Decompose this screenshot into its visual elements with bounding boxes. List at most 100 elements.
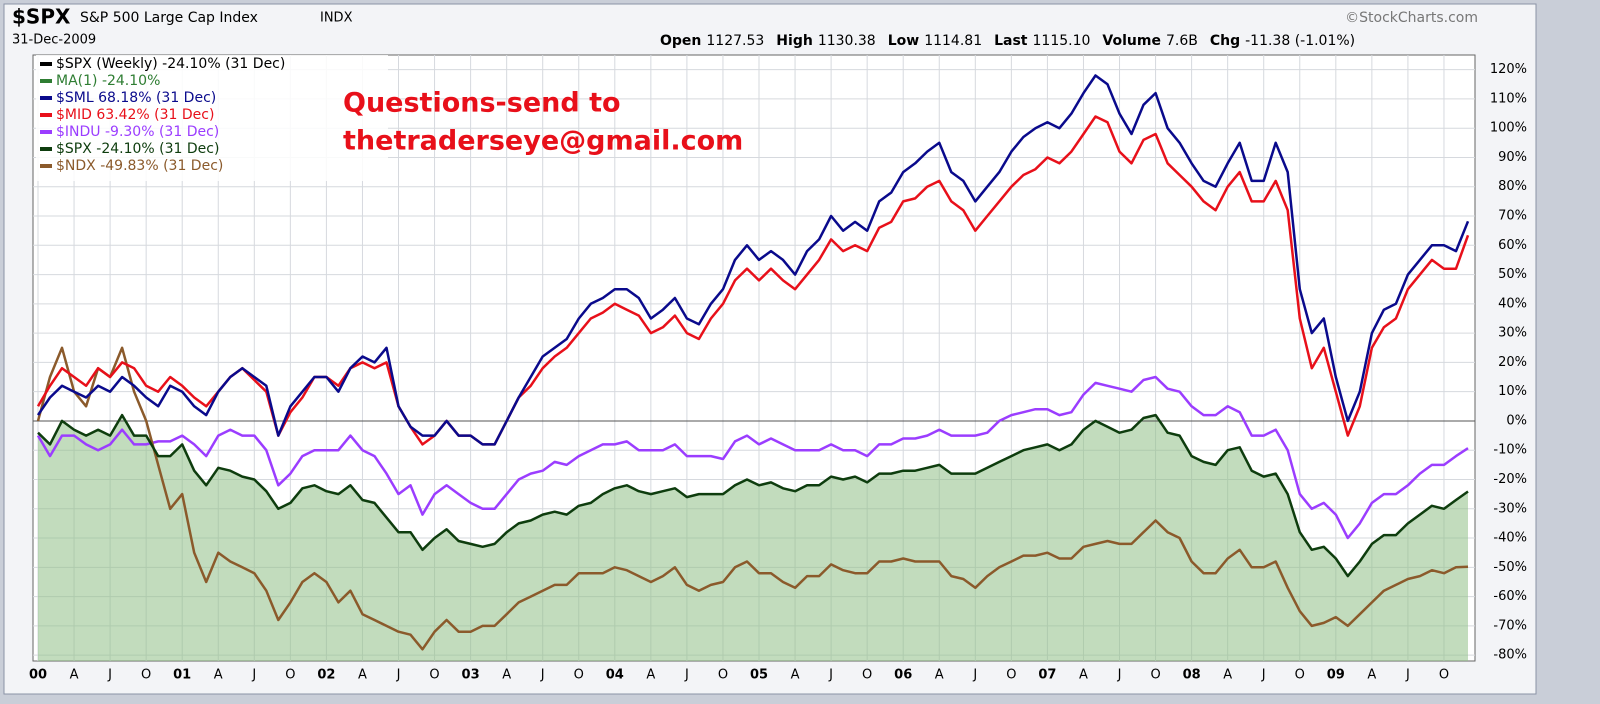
- x-tick-label: O: [1295, 668, 1305, 683]
- y-tick-label: -50%: [1493, 560, 1527, 575]
- y-tick-label: 90%: [1498, 150, 1527, 165]
- x-tick-label: 03: [462, 668, 480, 683]
- exchange: INDX: [320, 11, 353, 26]
- annotation: thetraderseye@gmail.com: [343, 126, 743, 157]
- legend-swatch: [40, 96, 52, 100]
- symbol: $SPX: [12, 5, 71, 29]
- x-tick-label: 04: [606, 668, 624, 683]
- date: 31-Dec-2009: [12, 33, 96, 48]
- area: [38, 415, 1468, 661]
- x-tick-label: O: [429, 668, 439, 683]
- series-line: [37, 413, 1469, 578]
- y-tick-label: 120%: [1490, 62, 1527, 77]
- x-tick-label: 05: [750, 668, 768, 683]
- x-tick-label: A: [502, 668, 511, 683]
- x-tick-label: 00: [29, 668, 47, 683]
- y-tick-label: 110%: [1490, 91, 1527, 106]
- quote-label: Chg: [1210, 33, 1240, 49]
- legend-label: $SPX -24.10% (31 Dec): [56, 141, 219, 157]
- legend-swatch: [40, 79, 52, 83]
- quote-label: Low: [888, 33, 920, 49]
- x-tick-label: O: [141, 668, 151, 683]
- x-tick-label: A: [1367, 668, 1376, 683]
- legend-label: $NDX -49.83% (31 Dec): [56, 158, 223, 174]
- legend-label: $SML 68.18% (31 Dec): [56, 90, 216, 106]
- quote-label: Last: [994, 33, 1028, 49]
- x-tick-label: O: [285, 668, 295, 683]
- y-tick-label: -40%: [1493, 531, 1527, 546]
- series-line: [36, 74, 1470, 446]
- x-tick-label: 08: [1183, 668, 1201, 683]
- x-tick-label: A: [70, 668, 79, 683]
- x-tick-label: A: [1079, 668, 1088, 683]
- quote-label: Volume: [1102, 33, 1161, 49]
- x-tick-label: J: [828, 668, 833, 683]
- x-tick-label: A: [646, 668, 655, 683]
- legend-swatch: [40, 147, 52, 151]
- x-tick-label: J: [684, 668, 689, 683]
- x-tick-label: O: [718, 668, 728, 683]
- x-tick-label: A: [214, 668, 223, 683]
- y-tick-label: 10%: [1498, 384, 1527, 399]
- y-tick-label: 60%: [1498, 238, 1527, 253]
- legend-label: $MID 63.42% (31 Dec): [56, 107, 214, 123]
- y-tick-label: -70%: [1493, 618, 1527, 633]
- legend-label: $SPX (Weekly) -24.10% (31 Dec): [56, 56, 285, 72]
- quote-value: -11.38 (-1.01%): [1245, 33, 1355, 49]
- quote-value: 1130.38: [818, 33, 876, 49]
- y-tick-label: -20%: [1493, 472, 1527, 487]
- quote-label: Open: [660, 33, 701, 49]
- x-tick-label: J: [251, 668, 256, 683]
- x-tick-label: A: [935, 668, 944, 683]
- x-tick-label: 01: [173, 668, 191, 683]
- x-tick-label: J: [1405, 668, 1410, 683]
- legend-swatch: [40, 113, 52, 117]
- x-tick-label: O: [1439, 668, 1449, 683]
- y-tick-label: -80%: [1493, 648, 1527, 663]
- legend-swatch: [40, 62, 52, 66]
- series-line: [36, 346, 1469, 651]
- x-tick-label: J: [107, 668, 112, 683]
- x-tick-label: J: [1117, 668, 1122, 683]
- x-tick-label: O: [862, 668, 872, 683]
- y-tick-label: 20%: [1498, 355, 1527, 370]
- y-tick-label: 40%: [1498, 296, 1527, 311]
- y-tick-label: -30%: [1493, 501, 1527, 516]
- y-tick-label: 70%: [1498, 209, 1527, 224]
- quote-label: High: [776, 33, 813, 49]
- x-tick-label: O: [1150, 668, 1160, 683]
- x-tick-label: 06: [894, 668, 912, 683]
- y-tick-label: 30%: [1498, 326, 1527, 341]
- x-tick-label: A: [1223, 668, 1232, 683]
- legend-box: [36, 55, 388, 181]
- quote-value: 7.6B: [1166, 33, 1198, 49]
- chart-title: S&P 500 Large Cap Index: [80, 10, 258, 26]
- y-tick-label: 50%: [1498, 267, 1527, 282]
- legend-label: $INDU -9.30% (31 Dec): [56, 124, 219, 140]
- x-tick-label: J: [396, 668, 401, 683]
- x-tick-label: O: [574, 668, 584, 683]
- legend-swatch: [40, 130, 52, 134]
- series-line: [36, 375, 1469, 540]
- x-tick-label: A: [791, 668, 800, 683]
- x-tick-label: A: [358, 668, 367, 683]
- x-tick-label: J: [1261, 668, 1266, 683]
- legend-label: MA(1) -24.10%: [56, 73, 160, 89]
- annotation: Questions-send to: [343, 88, 621, 119]
- legend-swatch: [40, 164, 52, 168]
- quote-value: 1114.81: [924, 33, 982, 49]
- x-tick-label: 09: [1327, 668, 1345, 683]
- quote-value: 1115.10: [1033, 33, 1091, 49]
- x-tick-label: 02: [317, 668, 335, 683]
- y-tick-label: 100%: [1490, 121, 1527, 136]
- y-tick-label: -10%: [1493, 443, 1527, 458]
- y-tick-label: -60%: [1493, 589, 1527, 604]
- x-tick-label: O: [1006, 668, 1016, 683]
- y-tick-label: 80%: [1498, 179, 1527, 194]
- x-tick-label: J: [972, 668, 977, 683]
- y-tick-label: 0%: [1506, 413, 1527, 428]
- quote-value: 1127.53: [706, 33, 764, 49]
- x-tick-label: J: [540, 668, 545, 683]
